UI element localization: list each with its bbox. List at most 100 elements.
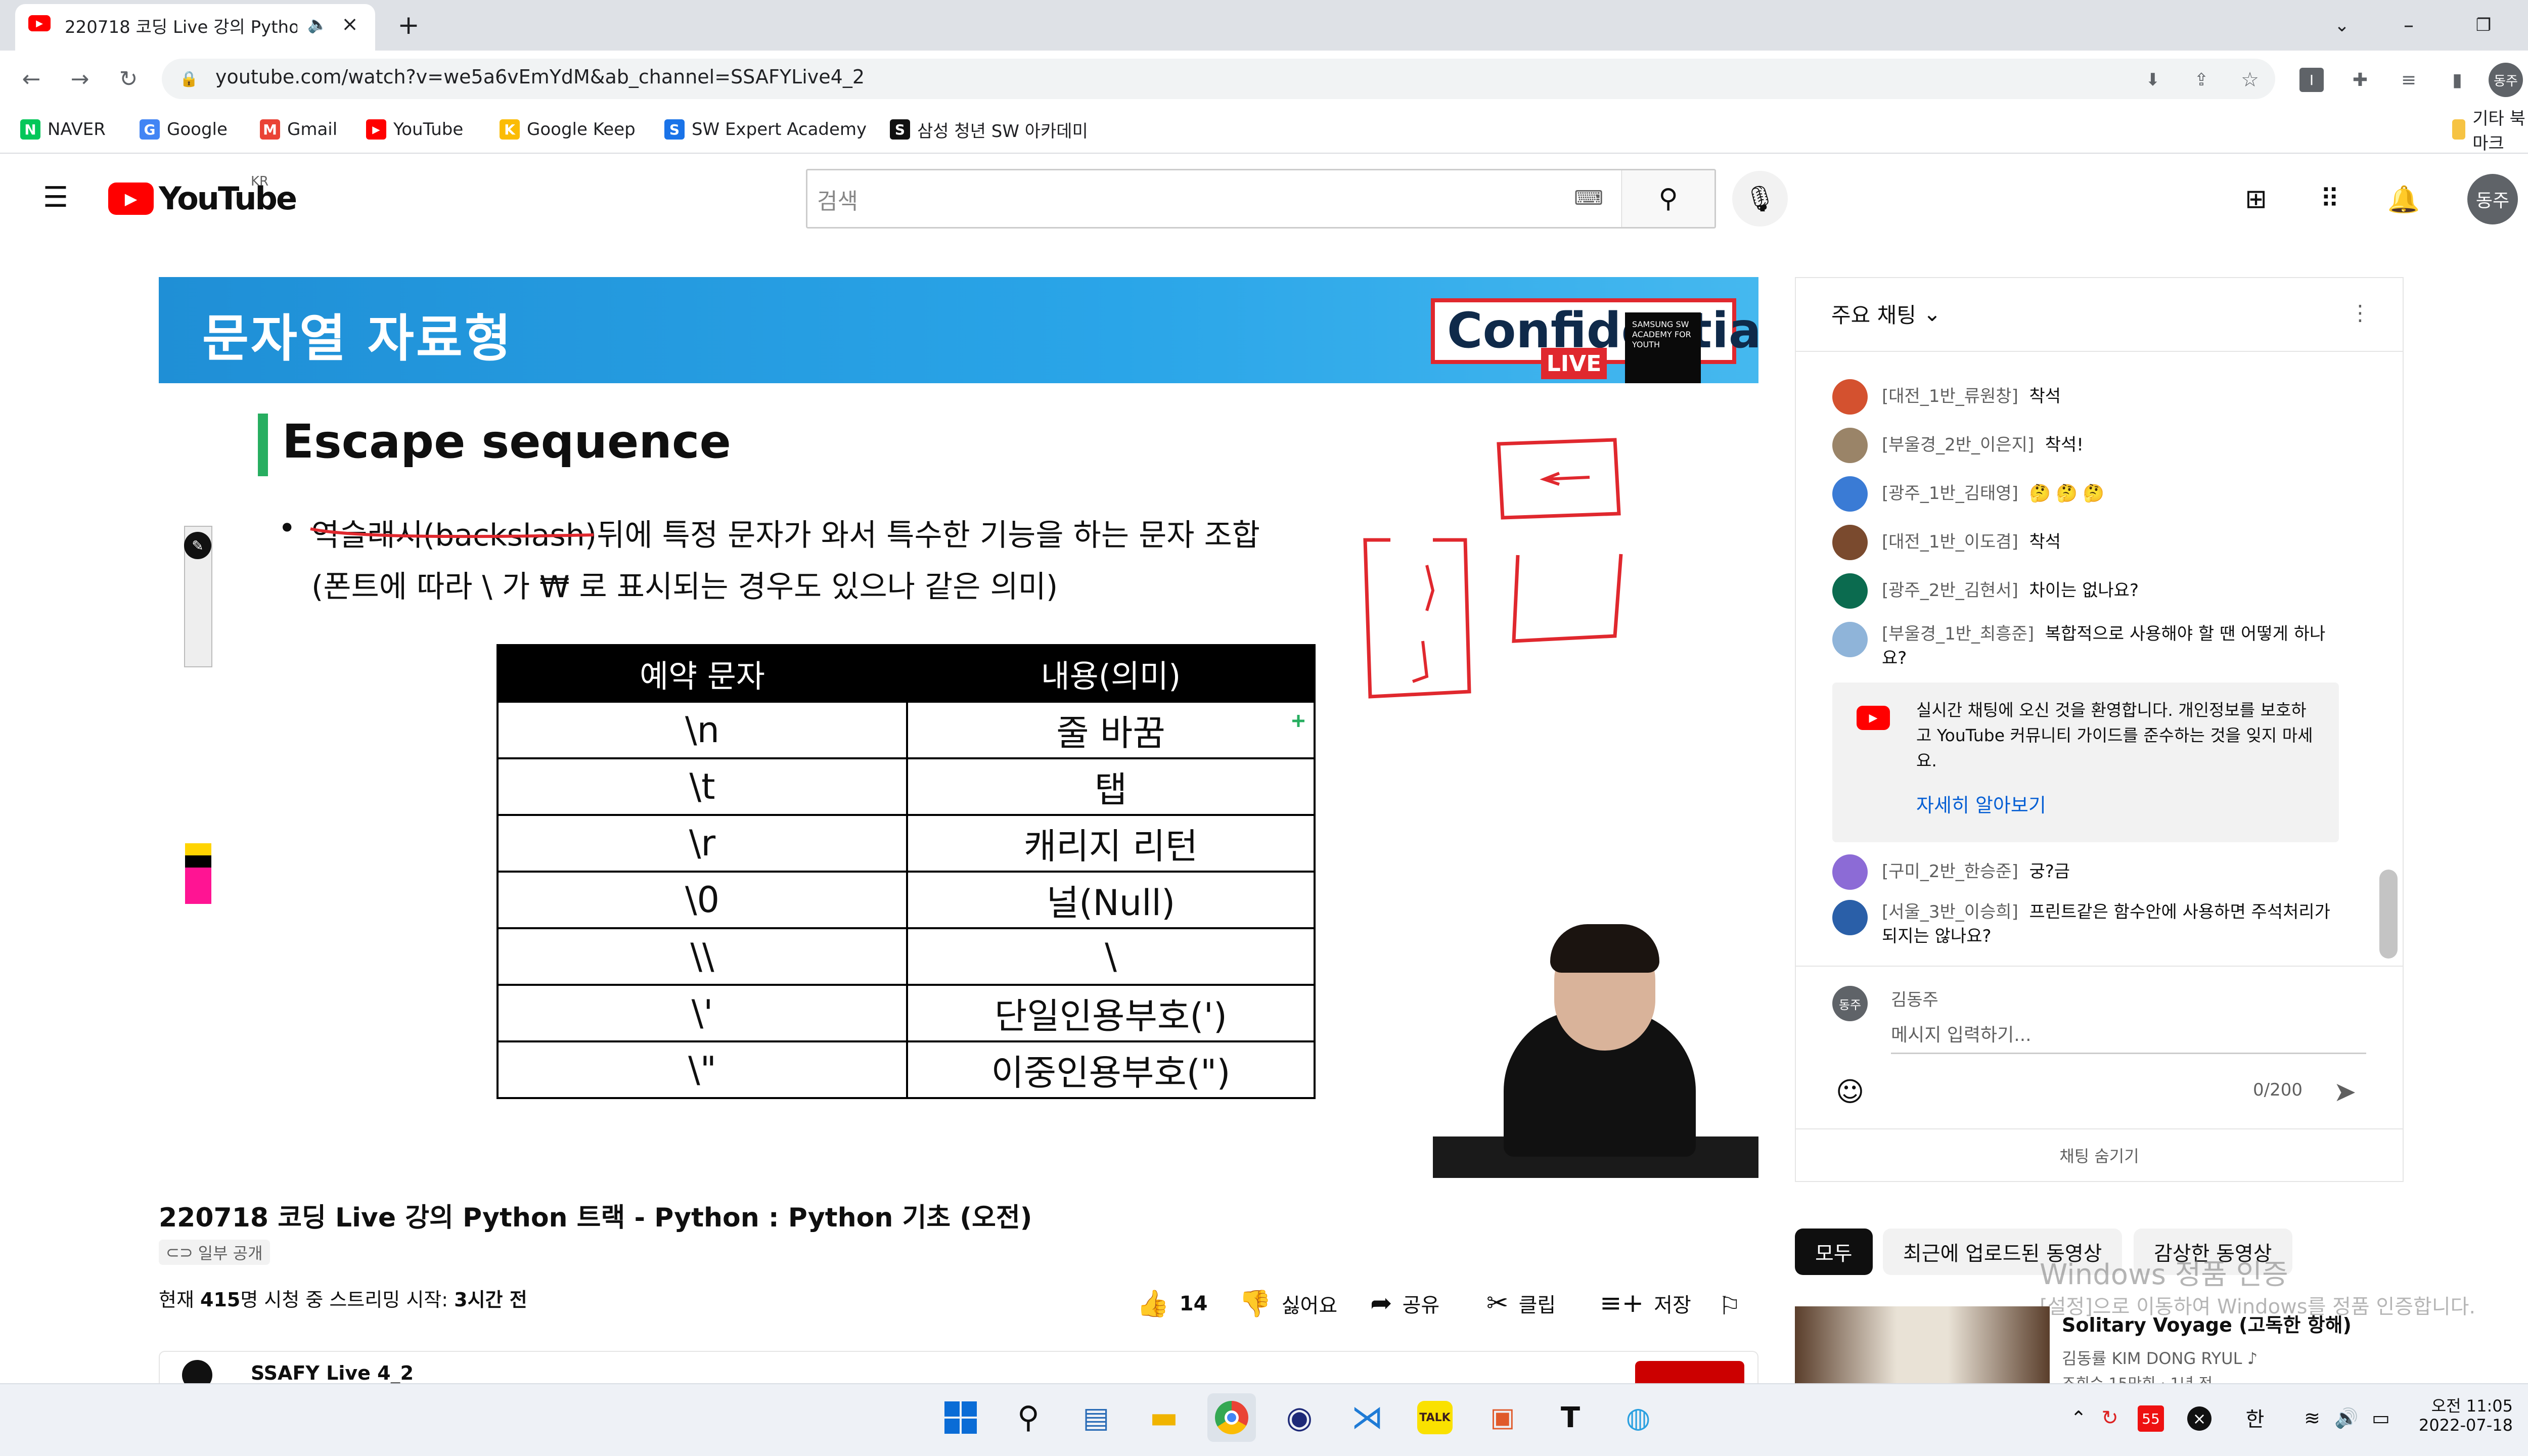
radar-app-icon[interactable]: ◉ [1286,1400,1313,1435]
bookmark-star-icon[interactable]: ☆ [2241,68,2259,92]
file-explorer-icon[interactable]: ▬ [1149,1400,1179,1435]
wifi-icon[interactable]: ≋ [2304,1407,2320,1429]
link-icon: ⊂⊃ [166,1243,193,1262]
bookmark-youtube[interactable]: ▶ YouTube [366,115,463,144]
dislike-button[interactable]: 👎 싫어요 [1239,1288,1337,1319]
sync-icon[interactable]: ↻ [2101,1406,2118,1430]
share-icon[interactable]: ⇪ [2194,70,2209,90]
chat-author: [광주_1반_김태영] [1882,483,2018,504]
table-row: \n 줄 바꿈 [496,701,1316,759]
subscribe-button[interactable] [1635,1361,1744,1383]
keyboard-icon[interactable]: ⌨ [1574,187,1603,210]
search-box[interactable] [806,169,1623,229]
table-row: \r 캐리지 리턴 [496,814,1316,873]
channel-name[interactable]: SSAFY Live 4_2 [251,1362,414,1384]
globe-app-icon[interactable]: ◍ [1626,1401,1651,1434]
search-icon[interactable]: ⚲ [1017,1400,1040,1435]
windows-taskbar [0,1383,2528,1456]
emoji-icon[interactable]: ☺ [1835,1075,1865,1108]
presenter-app-icon[interactable]: ▣ [1490,1402,1515,1433]
minimize-icon[interactable]: – [2404,14,2414,37]
vscode-icon[interactable]: ⋊ [1351,1399,1383,1436]
bookmark-google[interactable]: G Google [140,115,228,144]
color-palette[interactable] [185,843,211,904]
escape-meaning: 이중인용부호(") [906,1040,1316,1099]
apps-grid-icon[interactable]: ⠿ [2320,184,2340,214]
install-icon[interactable]: ⬇ [2145,70,2160,90]
tray-overflow-icon[interactable]: ⌃ [2070,1407,2087,1429]
chat-mode-dropdown[interactable]: 주요 채팅 ⌄ [1831,298,1941,329]
save-button[interactable]: ≡+ 저장 [1600,1288,1691,1318]
search-icon: ⚲ [1658,184,1678,214]
extensions-puzzle-icon[interactable]: ✚ [2352,69,2368,90]
media-control-icon[interactable]: ≡ [2401,69,2417,90]
ime-indicator[interactable]: 한 [2245,1408,2265,1431]
create-video-icon[interactable]: ⊞ [2245,184,2267,214]
other-bookmarks[interactable]: 기타 북마크 [2452,109,2528,154]
restore-icon[interactable]: ❐ [2475,15,2492,35]
user-avatar[interactable]: 동주 [2467,174,2518,224]
tab-search-icon[interactable]: ⌄ [2334,15,2350,36]
hamburger-menu-icon[interactable]: ☰ [42,180,69,214]
chrome-icon[interactable] [1207,1393,1256,1442]
pen-tool-icon[interactable]: ✎ [184,532,211,559]
chat-message-input[interactable]: 메시지 입력하기... [1891,1020,2366,1054]
bookmark-sw-expert[interactable]: S SW Expert Academy [664,115,867,144]
bookmark-gmail[interactable]: M Gmail [260,115,337,144]
chat-text: 착석 [2029,532,2061,552]
chat-scrollbar[interactable] [2379,870,2398,959]
clock-time[interactable]: 오전 11:05 [2431,1396,2513,1416]
photos-icon[interactable]: ▤ [1082,1401,1110,1434]
share-button[interactable]: ➦ 공유 [1370,1288,1439,1318]
browser-tab[interactable] [15,4,375,51]
profile-avatar[interactable]: 동주 [2489,63,2523,97]
avatar [1832,854,1868,890]
lock-icon[interactable]: 🔒 [179,70,199,88]
escape-meaning: 단일인용부호(') [906,984,1316,1042]
tray-close-icon[interactable]: × [2187,1406,2211,1431]
escape-table: 예약 문자 내용(의미) \n 줄 바꿈 \t 탭 \r 캐리지 리턴 \0 널(Null… [496,644,1316,1099]
send-icon[interactable]: ➤ [2333,1075,2357,1108]
search-input[interactable]: 검색 [817,189,858,214]
url-text[interactable]: youtube.com/watch?v=we5a6vEmYdM&ab_chann… [215,66,865,88]
typora-icon[interactable]: T [1560,1401,1581,1434]
filter-chip-all[interactable]: 모두 [1795,1228,1873,1275]
box-annotation [1363,538,1471,699]
clip-button[interactable]: ✂ 클립 [1486,1288,1556,1318]
kakaotalk-icon[interactable]: TALK [1411,1393,1459,1442]
filter-chip-recent[interactable]: 최근에 업로드된 동영상 [1883,1228,2123,1275]
bookmarks-bar [0,107,2528,154]
bookmark-naver[interactable]: N NAVER [20,115,106,144]
forward-icon[interactable]: → [70,66,89,92]
avatar [1832,428,1868,463]
speaker-icon[interactable]: 🔈 [307,15,328,34]
recommended-title[interactable]: Solitary Voyage (고독한 항해) [2062,1314,2352,1336]
bookmark-google-keep[interactable]: K Google Keep [500,115,636,144]
chat-more-icon[interactable]: ⋮ [2350,300,2371,325]
back-icon[interactable]: ← [22,66,41,92]
youtube-logo[interactable]: ▶ YouTube [108,180,297,217]
voice-search-icon[interactable]: 🎙 [1732,171,1788,226]
side-panel-icon[interactable]: ▮ [2452,69,2462,90]
like-button[interactable]: 👍 14 [1137,1288,1207,1319]
visibility-label: 일부 공개 [198,1244,263,1263]
hide-chat-button[interactable]: 채팅 숨기기 [2059,1147,2139,1166]
filter-chip-watched[interactable]: 감상한 동영상 [2134,1228,2292,1275]
extension-i-icon[interactable]: I [2299,68,2324,92]
tray-badge[interactable]: 55 [2138,1405,2164,1432]
address-bar[interactable] [162,59,2275,99]
clock-date[interactable]: 2022-07-18 [2419,1416,2513,1435]
windows-start-icon[interactable] [936,1393,985,1442]
close-tab-icon[interactable]: × [341,13,358,36]
reload-icon[interactable]: ↻ [119,66,138,92]
recommended-thumbnail[interactable] [1795,1306,2050,1383]
report-flag-icon[interactable]: ⚐ [1718,1291,1741,1321]
notifications-bell-icon[interactable]: 🔔 [2387,184,2420,215]
battery-icon[interactable]: ▭ [2372,1407,2390,1429]
new-tab-button[interactable]: + [397,10,420,40]
video-player[interactable]: 문자열 자료형 Confidential SAMSUNG SW ACADEMY … [159,277,1758,1178]
bookmark-ssafy[interactable]: S 삼성 청년 SW 아카데미 [890,115,1088,144]
search-button[interactable]: ⚲ [1622,169,1716,229]
volume-icon[interactable]: 🔊 [2334,1406,2359,1429]
learn-more-link[interactable]: 자세히 알아보기 [1916,794,2046,816]
